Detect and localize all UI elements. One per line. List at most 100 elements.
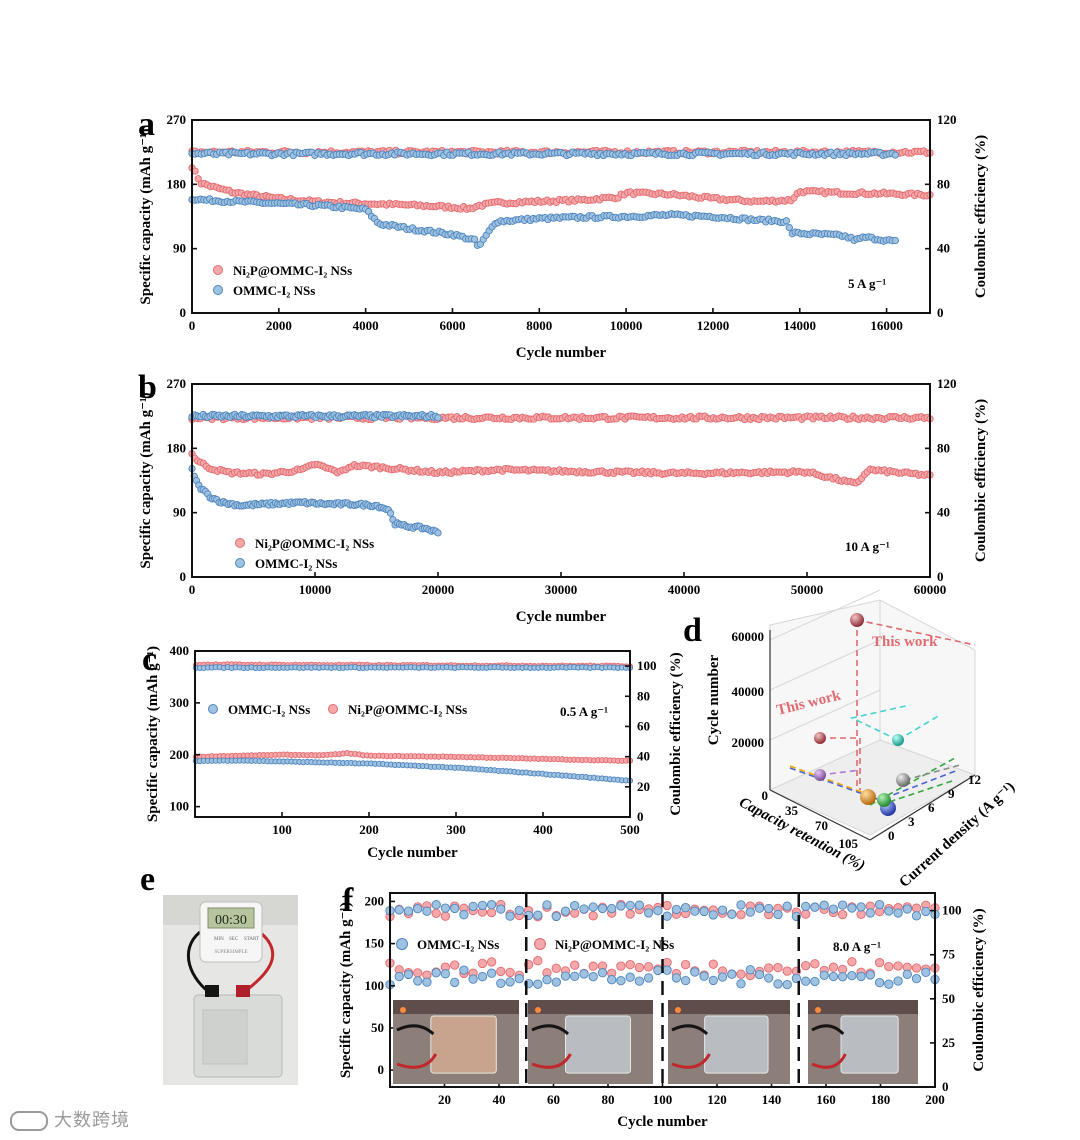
panel-f: f20 40 60 80 100 120 140 160 180 2000501001502000…	[338, 882, 987, 1130]
data-point	[847, 957, 857, 967]
data-point	[634, 962, 645, 973]
watermark-logo-icon	[10, 1111, 48, 1131]
data-point	[477, 900, 488, 911]
data-point	[588, 911, 598, 921]
indicator-light	[400, 1007, 406, 1013]
data-point	[477, 958, 488, 969]
x-tick-label: 80	[602, 1092, 615, 1107]
data-point	[597, 903, 608, 914]
data-point	[911, 903, 922, 913]
red-wire	[396, 1053, 438, 1069]
y-axis-label: Specific capacity (mAh g⁻¹)	[138, 392, 154, 568]
series-ommc-capacity	[385, 965, 940, 990]
data-point	[782, 901, 792, 911]
legend-label: Ni₂P@OMMC-I₂ NSs	[255, 536, 374, 551]
y2-axis-label: Coulombic efficiency (%)	[973, 399, 989, 562]
data-point	[785, 223, 793, 232]
x-tick-label: 4000	[353, 318, 379, 333]
data-point	[496, 904, 506, 914]
data-point	[690, 967, 700, 977]
y-tick-label: 0	[378, 1062, 385, 1077]
legend-label: Ni₂P@OMMC-I₂ NSs	[555, 937, 674, 952]
series-ni2p-capacity	[192, 749, 634, 764]
guide-line	[789, 765, 871, 796]
data-point	[736, 969, 746, 979]
red-wire	[811, 1053, 847, 1069]
data-point	[782, 217, 791, 225]
condition-label: 5 A g⁻¹	[848, 276, 886, 291]
legend-marker	[396, 938, 408, 950]
panel-e: e 00:30 MIN SEC START SUPERSIMPLE	[140, 861, 298, 1085]
y2-tick-label: 25	[942, 1035, 956, 1050]
data-point	[754, 969, 765, 980]
y-tick-label: 50	[371, 1020, 384, 1035]
x-tick-label: 0	[189, 582, 196, 597]
pouch-photo-2	[528, 1000, 653, 1084]
panel-c: c 100 200 300 400 500 100 200 300 400 0 20 40 60 80 100…	[142, 641, 684, 861]
legend-label: OMMC-I₂ NSs	[417, 937, 499, 952]
y2-tick-label: 60	[637, 718, 650, 733]
y-tick-label: 0	[180, 305, 187, 320]
guide-line	[819, 769, 861, 776]
legend-marker	[213, 265, 223, 275]
data-point	[896, 773, 910, 787]
x-axis-label: Cycle number	[516, 609, 607, 625]
data-point	[680, 975, 691, 986]
y2-axis-ticks: 0 40 80 120	[925, 112, 957, 320]
y2-axis-ticks: 0 25 50 75 100	[930, 903, 962, 1094]
data-point	[847, 970, 857, 981]
data-point	[837, 909, 848, 920]
x-tick-label: 105	[839, 836, 859, 851]
x-tick-label: 8000	[526, 318, 552, 333]
data-point	[505, 967, 515, 978]
data-point	[607, 975, 617, 985]
data-point	[440, 903, 451, 913]
z-tick-label: 60000	[732, 629, 765, 644]
panel-letter: a	[138, 106, 155, 143]
panel-a: a 0 2000 4000 6000 8000 10000 12000 14000 16000 0 9…	[138, 106, 989, 361]
y2-tick-label: 50	[942, 991, 955, 1006]
data-point	[874, 977, 885, 988]
x-tick-label: 2000	[266, 318, 292, 333]
grid-line	[769, 639, 881, 691]
y2-axis-ticks: 0 20 40 60 80 100	[625, 658, 657, 824]
panel-letter: e	[140, 861, 155, 898]
data-point	[625, 900, 635, 911]
plot-frame	[194, 650, 631, 818]
data-point	[662, 911, 672, 921]
data-point	[727, 909, 737, 919]
legend-label: Ni₂P@OMMC-I₂ NSs	[233, 263, 352, 278]
legend-label: OMMC-I₂ NSs	[255, 556, 337, 571]
grid-line	[769, 589, 881, 641]
y-tick-label: 90	[173, 505, 186, 520]
timer-readout: 00:30	[215, 913, 247, 928]
y-axis-label: Specific capacity (mAh g⁻¹)	[138, 128, 154, 304]
data-point	[431, 908, 441, 918]
y-tick-label: 270	[167, 112, 187, 127]
x-tick-label: 200	[359, 822, 379, 837]
data-point	[450, 960, 460, 970]
data-point	[856, 971, 866, 982]
data-point	[736, 910, 746, 920]
red-wire	[671, 1053, 711, 1069]
data-point	[828, 971, 839, 982]
x-axis-line	[769, 789, 871, 841]
x-axis-label: Cycle number	[367, 845, 458, 861]
data-point	[662, 900, 672, 911]
data-point	[662, 965, 672, 975]
y-tick-label: 200	[170, 747, 190, 762]
data-point	[468, 901, 478, 912]
data-point	[486, 907, 497, 918]
pouch-photo-4	[808, 1000, 918, 1084]
data-point	[607, 903, 617, 914]
data-point	[560, 906, 571, 916]
data-point	[773, 979, 783, 989]
data-point	[837, 972, 848, 982]
y-tick-label: 150	[365, 936, 385, 951]
x-tick-label: 6000	[439, 318, 465, 333]
pouch-electrode	[202, 1009, 248, 1065]
data-point	[413, 904, 423, 914]
data-point	[459, 965, 469, 975]
